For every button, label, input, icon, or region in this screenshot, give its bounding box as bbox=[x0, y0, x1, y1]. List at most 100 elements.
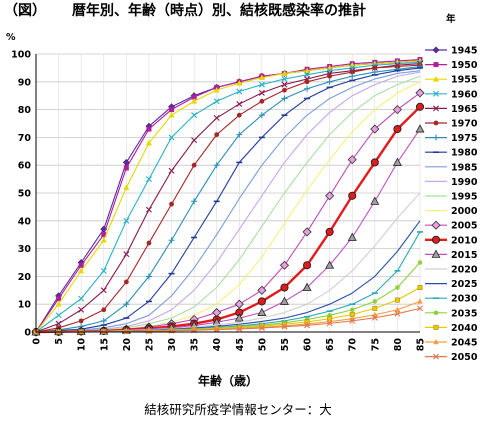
x-tick-label: 10 bbox=[77, 338, 88, 352]
data-point bbox=[236, 325, 243, 332]
data-point bbox=[325, 260, 335, 269]
y-tick-label: 30 bbox=[18, 244, 32, 255]
legend-item-2020: 2020 bbox=[425, 265, 478, 276]
legend-label: 1955 bbox=[451, 75, 477, 86]
data-point bbox=[236, 131, 243, 138]
series-line bbox=[35, 61, 421, 333]
legend-item-1980: 1980 bbox=[425, 148, 478, 159]
data-point bbox=[213, 114, 220, 121]
series-line bbox=[35, 70, 421, 333]
data-point bbox=[146, 126, 152, 132]
data-point bbox=[415, 88, 425, 98]
series-line bbox=[35, 64, 421, 333]
y-tick-label: 100 bbox=[11, 50, 31, 61]
legend-label: 1975 bbox=[451, 133, 477, 144]
data-point bbox=[145, 176, 152, 183]
data-point bbox=[78, 262, 84, 268]
series-group bbox=[31, 57, 425, 337]
data-point bbox=[433, 134, 439, 141]
legend-label: 1990 bbox=[451, 177, 478, 188]
x-tick-label: 35 bbox=[190, 338, 201, 351]
legend-label: 2000 bbox=[451, 206, 478, 217]
data-point bbox=[372, 65, 378, 71]
legend-label: 2020 bbox=[451, 265, 478, 276]
data-point bbox=[169, 201, 174, 207]
data-point bbox=[257, 297, 266, 306]
y-tick-label: 70 bbox=[18, 133, 32, 144]
data-point bbox=[347, 155, 357, 165]
data-point bbox=[55, 312, 62, 319]
legend-item-1965: 1965 bbox=[425, 104, 477, 115]
legend-item-2045: 2045 bbox=[425, 338, 477, 349]
data-point bbox=[395, 285, 400, 290]
legend-label: 2025 bbox=[451, 279, 477, 290]
legend-item-1945: 1945 bbox=[425, 46, 477, 57]
legend-label: 1985 bbox=[451, 162, 477, 173]
data-point bbox=[431, 249, 441, 258]
data-point bbox=[349, 69, 355, 75]
data-point bbox=[78, 267, 85, 274]
series-line bbox=[35, 60, 421, 333]
data-point bbox=[168, 237, 175, 244]
data-point bbox=[259, 98, 265, 104]
data-point bbox=[370, 158, 379, 167]
data-point bbox=[281, 81, 288, 88]
data-point bbox=[145, 273, 152, 280]
data-point bbox=[326, 320, 333, 327]
y-tick-labels: 0 10 20 30 40 50 60 70 80 90 100 bbox=[11, 50, 31, 339]
data-point bbox=[394, 297, 400, 303]
x-axis-label: 年齢（歳） bbox=[198, 373, 258, 388]
data-point bbox=[101, 232, 107, 238]
data-point bbox=[394, 306, 401, 312]
data-point bbox=[234, 299, 244, 309]
data-point bbox=[394, 310, 401, 317]
x-tick-label: 30 bbox=[167, 338, 178, 352]
legend-item-1970: 1970 bbox=[425, 119, 478, 130]
series-line bbox=[35, 65, 421, 333]
y-tick-label: 10 bbox=[18, 300, 32, 311]
data-point bbox=[123, 279, 129, 285]
data-point bbox=[213, 86, 220, 93]
data-point bbox=[100, 267, 107, 274]
data-point bbox=[55, 301, 62, 307]
data-point bbox=[415, 124, 425, 133]
data-point bbox=[191, 162, 197, 168]
data-point bbox=[370, 196, 380, 205]
source-note: 結核研究所疫学情報センター：大 bbox=[144, 402, 332, 417]
data-point bbox=[123, 165, 129, 171]
legend-item-1990: 1990 bbox=[425, 177, 478, 188]
legend-title: 年 bbox=[446, 13, 456, 25]
data-point bbox=[258, 74, 265, 81]
data-point bbox=[78, 295, 85, 302]
data-point bbox=[236, 112, 242, 118]
data-point bbox=[78, 318, 84, 324]
data-point bbox=[348, 191, 357, 200]
data-point bbox=[325, 227, 334, 236]
data-point bbox=[191, 94, 197, 100]
data-point bbox=[433, 105, 439, 112]
data-point bbox=[236, 101, 243, 108]
data-point bbox=[415, 102, 425, 111]
legend-label: 2030 bbox=[451, 294, 478, 305]
data-point bbox=[431, 220, 441, 230]
data-point bbox=[349, 73, 356, 80]
data-point bbox=[433, 76, 439, 82]
legend-item-1985: 1985 bbox=[425, 162, 477, 173]
legend-item-2030: 2030 bbox=[425, 294, 478, 305]
x-tick-labels: 0 5 10 15 20 25 30 35 40 45 50 55 60 65 70 75 80 85 bbox=[32, 338, 427, 352]
data-point bbox=[145, 139, 152, 146]
legend-label: 2005 bbox=[451, 221, 477, 232]
data-point bbox=[236, 88, 243, 95]
x-tick-label: 50 bbox=[257, 338, 268, 352]
data-point bbox=[372, 305, 378, 311]
y-tick-label: 40 bbox=[18, 216, 32, 227]
data-point bbox=[101, 307, 107, 313]
data-point bbox=[325, 191, 335, 201]
data-point bbox=[349, 317, 356, 324]
data-point bbox=[281, 76, 288, 83]
data-point bbox=[304, 79, 310, 85]
data-point bbox=[123, 251, 130, 258]
legend: 1945 1950 1955 1960 1965 1970 1975 1980 1985 1990… bbox=[425, 46, 478, 363]
x-tick-label: 45 bbox=[235, 338, 246, 351]
